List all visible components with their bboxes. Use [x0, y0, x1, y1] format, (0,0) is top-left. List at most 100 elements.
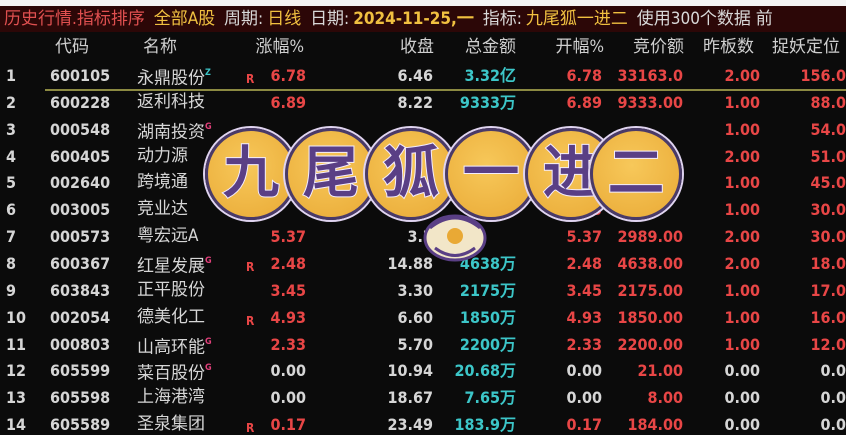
table-row[interactable]: 4 600405 动力源 2.00 51.00 — [0, 143, 846, 170]
col-header-open[interactable]: 开幅% — [555, 37, 604, 57]
row-index-text: 11 — [6, 334, 27, 354]
position-value: 0.00 — [770, 384, 846, 411]
total-amount-text: 183.9万 — [454, 415, 516, 435]
open-pct-text: 0.17 — [566, 415, 602, 435]
close-price: 3.30 — [360, 277, 433, 304]
prev-limit-count: 1.00 — [690, 331, 760, 358]
stock-code: 000573 — [50, 223, 112, 250]
open-pct-text: 4.93 — [566, 307, 602, 327]
stock-code-text: 605599 — [50, 361, 111, 381]
close-price: 6.60 — [360, 304, 433, 331]
row-index: 14 — [6, 411, 28, 435]
prev-limit-count-text: 0.00 — [724, 415, 760, 435]
row-index-text: 3 — [6, 119, 17, 139]
stock-name-text: 上海港湾 — [137, 387, 205, 408]
prev-limit-count: 0.00 — [690, 411, 760, 435]
auction-amount-text: 2200.00 — [617, 334, 683, 354]
selected-row-underline — [45, 89, 846, 91]
table-row[interactable]: 14 605589 圣泉集团 0.17 23.49 183.9万 0.17 184.00 0.0… — [0, 411, 846, 435]
close-price-text: 3.7 — [407, 227, 434, 247]
stock-code: 605589 — [50, 411, 112, 435]
row-index: 13 — [6, 384, 28, 411]
total-amount: 4638万 — [440, 250, 516, 277]
auction-amount: 184.00 — [610, 411, 683, 435]
position-value: 16.00 — [770, 304, 846, 331]
table-row[interactable]: 3 000548 湖南投资G 1.00 54.00 — [0, 116, 846, 143]
stock-name-text: 湖南投资 — [137, 122, 205, 143]
prev-limit-count-text: 1.00 — [724, 119, 760, 139]
table-row[interactable]: 7 000573 粤宏远A 5.37 3.7 5.37 2989.00 2.00 30.00 — [0, 223, 846, 250]
table-row[interactable]: 13 605598 上海港湾 0.00 18.67 7.65万 0.00 8.00 0.00 0.… — [0, 384, 846, 411]
open-pct-text: 5.37 — [566, 227, 602, 247]
open-pct-text: 0.00 — [566, 361, 602, 381]
col-header-close[interactable]: 收盘 — [400, 37, 434, 57]
stock-name-text: 竞业达 — [137, 199, 188, 220]
col-header-amount[interactable]: 总金额 — [465, 37, 516, 57]
stock-code-text: 002054 — [50, 307, 111, 327]
prev-limit-count: 2.00 — [690, 250, 760, 277]
period-value[interactable]: 日线 — [267, 9, 302, 29]
position-value: 51.00 — [770, 143, 846, 170]
stock-code-text: 600405 — [50, 146, 111, 166]
prev-limit-count-text: 0.00 — [724, 388, 760, 408]
table-row[interactable]: 2 600228 返利科技 6.89 8.22 9333万 6.89 9333.00 1.00 8… — [0, 89, 846, 116]
close-price-text: 5.70 — [397, 334, 433, 354]
stock-code-text: 600105 — [50, 66, 111, 85]
col-header-change[interactable]: 涨幅% — [255, 37, 304, 57]
col-header-name[interactable]: 名称 — [143, 37, 177, 57]
stock-code: 600367 — [50, 250, 112, 277]
table-row[interactable]: 11 000803 山高环能G 2.33 5.70 2200万 2.33 2200.00 1.0… — [0, 331, 846, 358]
table-row[interactable]: 12 605599 菜百股份G 0.00 10.94 20.68万 0.00 21.00 0.0… — [0, 357, 846, 384]
table-row[interactable]: 9 603843 正平股份 3.45 3.30 2175万 3.45 2175.00 1.00 1… — [0, 277, 846, 304]
position-value: 0.00 — [770, 411, 846, 435]
stock-tag-badge: Z — [205, 68, 211, 78]
table-row[interactable]: 6 003005 竞业达 4.33 1.00 30.00 — [0, 196, 846, 223]
stock-tag-badge: G — [205, 363, 212, 374]
date-value[interactable]: 2024-11-25,一 — [353, 9, 474, 29]
close-price-text: 3.30 — [397, 280, 433, 300]
col-header-position[interactable]: 捉妖定位 — [772, 37, 840, 57]
position-value: 12.00 — [770, 331, 846, 358]
stock-name: 动力源 — [137, 143, 237, 170]
change-pct-text: 2.33 — [270, 334, 306, 354]
row-index-text: 4 — [6, 146, 17, 166]
auction-amount: 8.00 — [610, 384, 683, 411]
position-value: 45.00 — [770, 169, 846, 196]
row-index-text: 5 — [6, 173, 17, 193]
row-index: 6 — [6, 196, 28, 223]
market-selector[interactable]: 全部A股 — [153, 9, 216, 29]
row-index-text: 8 — [6, 253, 17, 273]
stock-code: 603843 — [50, 277, 112, 304]
table-row[interactable]: 5 002640 跨境通 1.00 45.00 — [0, 169, 846, 196]
col-header-auction[interactable]: 竞价额 — [633, 37, 684, 57]
usage-text: 使用300个数据 前 — [636, 9, 773, 29]
open-pct-text: 4.33 — [566, 200, 602, 220]
prev-limit-count: 2.00 — [690, 62, 760, 89]
table-row[interactable]: 1 600105 永鼎股份Z 6.78 6.46 3.32亿 6.78 33163.0 2.00… — [0, 62, 846, 89]
auction-amount: 2200.00 — [610, 331, 683, 358]
prev-limit-count-text: 2.00 — [724, 66, 760, 85]
change-pct-text: 0.17 — [270, 415, 306, 435]
change-pct: 5.37 — [236, 223, 306, 250]
row-index: 9 — [6, 277, 28, 304]
col-header-prev-limit[interactable]: 昨板数 — [703, 37, 754, 57]
col-header-code[interactable]: 代码 — [55, 37, 89, 57]
auction-amount-text: 4638.00 — [617, 253, 683, 273]
position-value: 88.00 — [770, 89, 846, 116]
total-amount-text: 9333万 — [459, 92, 516, 112]
prev-limit-count-text: 2.00 — [724, 253, 760, 273]
row-index-text: 12 — [6, 361, 27, 381]
table-row[interactable]: 10 002054 德美化工 4.93 6.60 1850万 4.93 1850.00 1.00… — [0, 304, 846, 331]
stock-code-text: 003005 — [50, 200, 111, 220]
indicator-value[interactable]: 九尾狐一进二 — [525, 9, 628, 29]
open-pct: 4.33 — [530, 196, 602, 223]
table-row[interactable]: 8 600367 红星发展G 2.48 14.88 4638万 2.48 4638.00 2.0… — [0, 250, 846, 277]
auction-amount-text: 2175.00 — [617, 280, 683, 300]
close-price: 10.94 — [360, 357, 433, 384]
auction-amount: 21.00 — [610, 357, 683, 384]
open-pct-text: 6.78 — [566, 66, 602, 85]
position-value-text: 0.00 — [820, 388, 846, 408]
open-pct-text: 0.00 — [566, 388, 602, 408]
change-pct: 0.17 — [236, 411, 306, 435]
